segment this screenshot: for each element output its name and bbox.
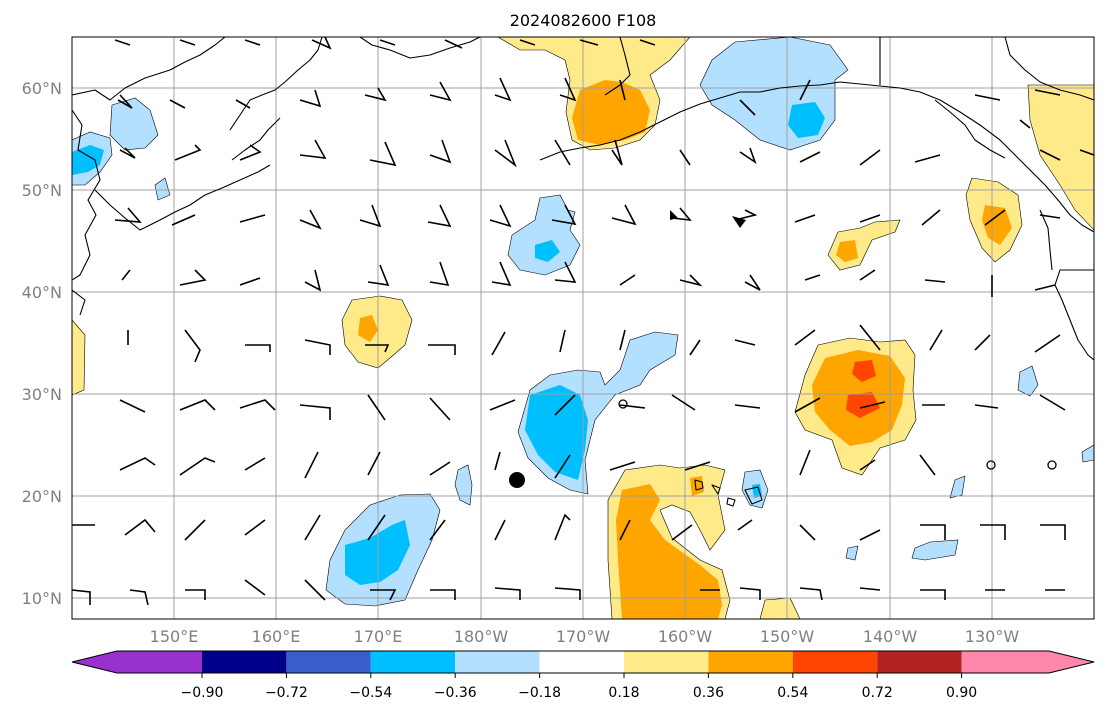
lat-label: 30°N bbox=[22, 385, 62, 404]
lon-label: 160°E bbox=[252, 627, 301, 646]
colorbar-swatch bbox=[792, 651, 878, 673]
colorbar-tick-label: −0.18 bbox=[518, 685, 561, 701]
map-frame bbox=[71, 36, 1095, 620]
colorbar-swatch bbox=[72, 651, 202, 673]
lon-label: 170°W bbox=[556, 627, 611, 646]
open-circle-marker bbox=[986, 460, 996, 470]
colorbar-swatch bbox=[539, 651, 624, 673]
colorbar-tick-label: 0.72 bbox=[862, 685, 893, 701]
positive-anomaly-shading bbox=[72, 37, 1094, 619]
colorbar-tick-label: −0.36 bbox=[434, 685, 477, 701]
colorbar-swatch bbox=[370, 651, 456, 673]
negative-anomaly-shading bbox=[72, 37, 1094, 607]
colorbar-tick-label: 0.18 bbox=[608, 685, 639, 701]
open-circle-marker bbox=[1047, 460, 1057, 470]
filled-dot-marker bbox=[509, 472, 525, 488]
lon-label: 140°W bbox=[863, 627, 918, 646]
coastlines bbox=[72, 37, 1094, 507]
colorbar-swatch bbox=[877, 651, 962, 673]
storm-markers bbox=[509, 399, 1057, 488]
colorbar-tick-label: −0.54 bbox=[349, 685, 392, 701]
lon-label: 170°E bbox=[354, 627, 403, 646]
lat-label: 50°N bbox=[22, 181, 62, 200]
longitude-labels: 150°E 160°E 170°E 180°W 170°W 160°W 150°… bbox=[150, 627, 1020, 646]
map-panel bbox=[72, 37, 1094, 619]
colorbar-tick-label: 0.90 bbox=[946, 685, 977, 701]
colorbar-tick-label: −0.72 bbox=[265, 685, 308, 701]
map-title: 2024082600 F108 bbox=[510, 11, 657, 30]
lat-label: 40°N bbox=[22, 283, 62, 302]
wind-barbs bbox=[72, 37, 1094, 606]
lon-label: 160°W bbox=[658, 627, 713, 646]
colorbar-swatch bbox=[202, 651, 287, 673]
lat-label: 60°N bbox=[22, 79, 62, 98]
colorbar-tick-label: 0.54 bbox=[777, 685, 808, 701]
colorbar-swatch bbox=[708, 651, 793, 673]
lon-label: 150°E bbox=[150, 627, 199, 646]
lat-label: 20°N bbox=[22, 487, 62, 506]
open-circle-marker bbox=[618, 399, 628, 409]
colorbar-tick-label: −0.90 bbox=[181, 685, 224, 701]
colorbar-swatch bbox=[961, 651, 1094, 673]
colorbar-outline bbox=[71, 650, 1095, 674]
colorbar-swatch bbox=[624, 651, 709, 673]
lon-label: 130°W bbox=[965, 627, 1020, 646]
colorbar-swatch bbox=[286, 651, 371, 673]
lat-label: 10°N bbox=[22, 589, 62, 608]
colorbar: −0.90 −0.72 −0.54 −0.36 −0.18 0.18 0.36 … bbox=[71, 650, 1095, 701]
colorbar-tick-label: 0.36 bbox=[693, 685, 724, 701]
latitude-labels: 60°N 50°N 40°N 30°N 20°N 10°N bbox=[22, 79, 62, 608]
lon-label: 180°W bbox=[454, 627, 509, 646]
colorbar-swatch bbox=[455, 651, 540, 673]
graticule bbox=[72, 37, 1094, 619]
lon-label: 150°W bbox=[760, 627, 815, 646]
